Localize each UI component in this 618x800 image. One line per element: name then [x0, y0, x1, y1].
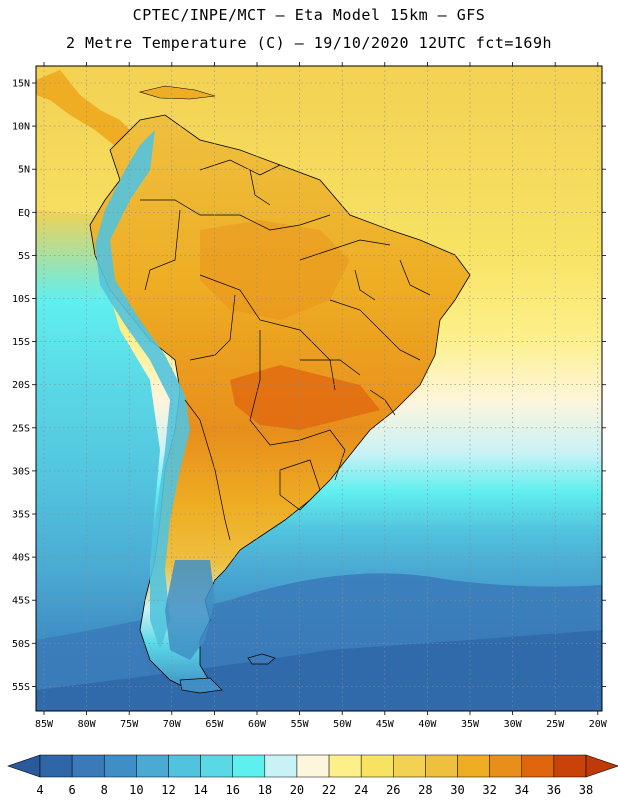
country-borders [140, 159, 431, 541]
lat-label: 15S [12, 337, 30, 348]
colorbar-label: 4 [36, 783, 43, 797]
lat-label: 25S [12, 423, 30, 434]
lat-label: 40S [12, 553, 30, 564]
lon-label: 25W [546, 719, 565, 730]
colorbar-label: 32 [482, 783, 496, 797]
latitude-axis: 15N 10N 5N EQ 5S 10S 15S 20S 25S 30S 35S 40S 45S 50S 5… [12, 79, 606, 693]
longitude-axis: 85W 80W 75W 70W 65W 60W 55W 50W 45W 40W 35W 30W 25W 2… [35, 62, 608, 730]
colorbar-label: 18 [258, 783, 272, 797]
colorbar-label: 38 [579, 783, 593, 797]
colorbar-swatch [360, 754, 394, 778]
colorbar-swatch [457, 754, 490, 778]
colorbar-label: 22 [322, 783, 336, 797]
andes-cold-ridge [95, 130, 190, 650]
lat-label: 5S [18, 251, 30, 262]
lon-label: 85W [35, 719, 54, 730]
lon-label: 20W [589, 719, 608, 730]
caribbean-islands [138, 85, 216, 100]
lon-label: 60W [248, 719, 267, 730]
colorbar-label: 10 [129, 783, 143, 797]
colorbar-swatch [521, 754, 555, 778]
lat-label: 30S [12, 466, 30, 477]
plot-frame [35, 65, 603, 712]
colorbar-label: 28 [418, 783, 432, 797]
central-america-land [36, 70, 140, 150]
lat-label: 50S [12, 639, 30, 650]
lat-label: 10N [12, 122, 30, 133]
colorbar-under-arrow [7, 754, 41, 778]
lon-label: 65W [205, 719, 224, 730]
colorbar-label: 24 [354, 783, 368, 797]
lon-label: 70W [163, 719, 182, 730]
tierra-del-fuego [179, 677, 223, 694]
lon-label: 45W [376, 719, 395, 730]
colorbar-swatch [489, 754, 523, 778]
lon-label: 55W [291, 719, 310, 730]
lat-label: 20S [12, 380, 30, 391]
lon-label: 30W [504, 719, 523, 730]
colorbar-label: 34 [515, 783, 529, 797]
lon-label: 75W [120, 719, 139, 730]
patagonia-cold [165, 560, 215, 660]
colorbar-swatch [393, 754, 426, 778]
colorbar-over-arrow [585, 754, 618, 778]
colorbar-swatch [232, 754, 266, 778]
colorbar-swatch [103, 754, 137, 778]
colorbar-label: 14 [193, 783, 207, 797]
colorbar-label: 6 [69, 783, 76, 797]
colorbar-label: 12 [161, 783, 175, 797]
colorbar-swatch [200, 754, 233, 778]
colorbar-label: 20 [290, 783, 304, 797]
colorbar-label: 16 [225, 783, 239, 797]
lon-label: 80W [78, 719, 97, 730]
colorbar-swatch [136, 754, 169, 778]
colorbar-swatch [39, 754, 73, 778]
chart-title-line2: 2 Metre Temperature (C) – 19/10/2020 12U… [65, 34, 553, 52]
colorbar-swatch [264, 754, 298, 778]
pacific-ocean [36, 210, 160, 711]
lat-label: 55S [12, 682, 30, 693]
lon-label: 35W [461, 719, 480, 730]
map-field [36, 66, 602, 711]
lon-label: 40W [418, 719, 437, 730]
lat-label: 15N [12, 79, 30, 90]
colorbar-swatch [296, 754, 330, 778]
falkland-islands [247, 653, 276, 665]
colorbar-swatch [71, 754, 105, 778]
colorbar-label: 30 [450, 783, 464, 797]
colorbar-swatch [425, 754, 458, 778]
colorbar-label: 8 [101, 783, 108, 797]
lat-label: 45S [12, 596, 30, 607]
lat-label: 35S [12, 510, 30, 521]
colorbar-label: 26 [386, 783, 400, 797]
colorbar-label: 36 [547, 783, 561, 797]
lon-label: 50W [333, 719, 352, 730]
colorbar: 4 6 8 10 12 14 16 18 20 22 24 26 28 30 32 34 36 38 [7, 754, 618, 797]
lat-label: 10S [12, 294, 30, 305]
southern-ocean-deep [36, 630, 602, 711]
lat-label: EQ [18, 208, 30, 219]
colorbar-swatch [328, 754, 362, 778]
colorbar-swatch [553, 754, 587, 778]
warm-interior [200, 220, 350, 320]
colorbar-swatch [168, 754, 201, 778]
lat-label: 5N [18, 165, 30, 176]
chart-title-line1: CPTEC/INPE/MCT – Eta Model 15km – GFS [132, 6, 486, 24]
